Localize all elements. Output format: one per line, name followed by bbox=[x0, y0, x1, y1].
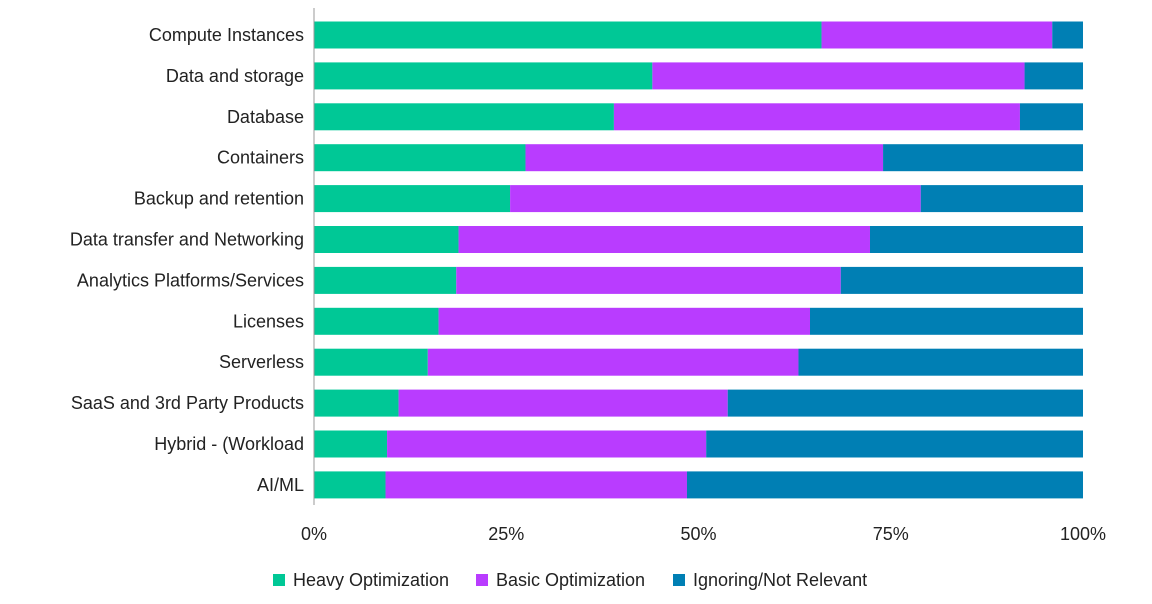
bar-segment-basic bbox=[458, 226, 870, 253]
category-labels: Compute Instances Data and storage Databas… bbox=[70, 25, 304, 495]
x-tick-label: 50% bbox=[680, 524, 716, 544]
category-label: Licenses bbox=[233, 311, 304, 331]
bar-segment-heavy bbox=[314, 144, 526, 172]
bar-segment-basic bbox=[652, 62, 1025, 90]
bar-segment-heavy bbox=[314, 185, 511, 213]
bar-segment-basic bbox=[821, 21, 1053, 49]
bar-segment-basic bbox=[456, 266, 841, 294]
bar-segment-ignoring bbox=[1019, 103, 1083, 131]
bar-segment-ignoring bbox=[920, 185, 1083, 213]
x-tick-label: 75% bbox=[873, 524, 909, 544]
legend-label: Basic Optimization bbox=[496, 570, 645, 590]
category-label: SaaS and 3rd Party Products bbox=[71, 393, 304, 413]
category-label: Containers bbox=[217, 148, 304, 168]
category-label: Backup and retention bbox=[134, 189, 304, 209]
category-label: Analytics Platforms/Services bbox=[77, 270, 304, 290]
bar-segment-ignoring bbox=[686, 471, 1083, 499]
category-label: AI/ML bbox=[257, 475, 304, 495]
legend-swatch bbox=[476, 574, 488, 586]
bar-segment-basic bbox=[427, 348, 799, 376]
x-tick-label: 0% bbox=[301, 524, 327, 544]
bar-segment-ignoring bbox=[727, 389, 1083, 417]
category-label: Compute Instances bbox=[149, 25, 304, 45]
bar-segment-heavy bbox=[314, 348, 428, 376]
bar-segment-heavy bbox=[314, 103, 614, 131]
bar-segment-ignoring bbox=[706, 430, 1083, 458]
legend-swatch bbox=[273, 574, 285, 586]
bar-segment-basic bbox=[387, 430, 707, 458]
bar-segment-heavy bbox=[314, 21, 822, 49]
category-label: Database bbox=[227, 107, 304, 127]
bar-segment-basic bbox=[525, 144, 884, 172]
x-tick-label: 100% bbox=[1060, 524, 1106, 544]
bar-segment-basic bbox=[438, 307, 811, 335]
bar-segment-basic bbox=[510, 185, 921, 213]
bar-segment-heavy bbox=[314, 307, 439, 335]
bar-segment-ignoring bbox=[840, 266, 1083, 294]
bar-segment-ignoring bbox=[810, 307, 1083, 335]
bar-segment-heavy bbox=[314, 266, 457, 294]
legend-label: Ignoring/Not Relevant bbox=[693, 570, 867, 590]
bar-segment-ignoring bbox=[1024, 62, 1083, 90]
bar-segment-ignoring bbox=[1052, 21, 1083, 49]
bar-segment-basic bbox=[613, 103, 1020, 131]
category-label: Data and storage bbox=[166, 66, 304, 86]
bar-segment-heavy bbox=[314, 226, 459, 253]
bar-segment-basic bbox=[398, 389, 728, 417]
category-label: Hybrid - (Workload bbox=[154, 434, 304, 454]
legend-swatch bbox=[673, 574, 685, 586]
bar-segment-heavy bbox=[314, 471, 386, 499]
category-label: Serverless bbox=[219, 352, 304, 372]
bar-segment-heavy bbox=[314, 389, 399, 417]
x-tick-labels: 0% 25% 50% 75% 100% bbox=[301, 524, 1106, 544]
legend: Heavy Optimization Basic Optimization Igno… bbox=[273, 570, 867, 590]
bars-layer bbox=[314, 21, 1083, 499]
category-label: Data transfer and Networking bbox=[70, 230, 304, 250]
bar-segment-ignoring bbox=[883, 144, 1083, 172]
legend-label: Heavy Optimization bbox=[293, 570, 449, 590]
x-tick-label: 25% bbox=[488, 524, 524, 544]
bar-segment-basic bbox=[385, 471, 687, 499]
bar-segment-heavy bbox=[314, 430, 388, 458]
bar-segment-ignoring bbox=[798, 348, 1083, 376]
bar-segment-heavy bbox=[314, 62, 653, 90]
bar-segment-ignoring bbox=[869, 226, 1083, 253]
